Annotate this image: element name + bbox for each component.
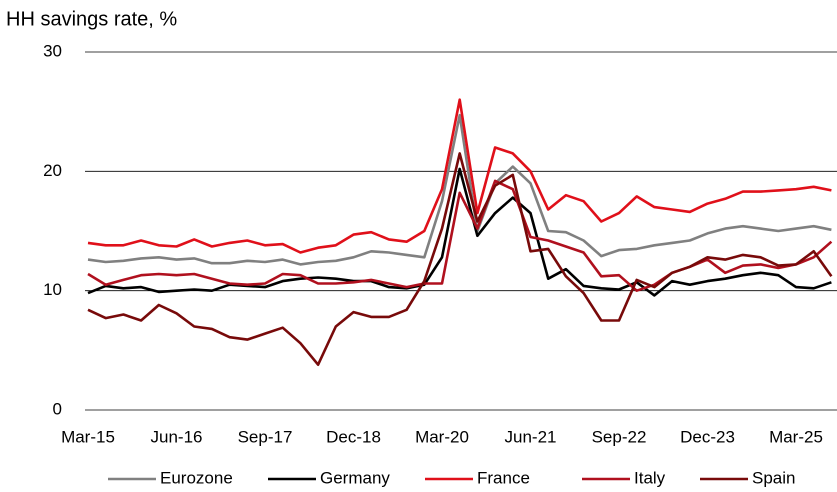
legend-label: France (477, 468, 530, 487)
x-tick-label: Dec-18 (326, 427, 381, 446)
y-tick-label: 20 (43, 161, 62, 180)
x-tick-label: Jun-21 (505, 427, 557, 446)
x-tick-label: Mar-20 (415, 427, 469, 446)
series-line (87, 152, 833, 366)
x-tick-label: Dec-23 (680, 427, 735, 446)
legend-label: Eurozone (160, 468, 233, 487)
legend-label: Spain (752, 468, 795, 487)
x-tick-label: Mar-15 (61, 427, 115, 446)
y-tick-label: 0 (53, 399, 62, 418)
series-line (87, 98, 832, 254)
x-tick-label: Mar-25 (769, 427, 823, 446)
series-line (87, 179, 833, 292)
legend-label: Italy (634, 468, 666, 487)
series-line (87, 113, 832, 266)
y-tick-label: 10 (43, 280, 62, 299)
x-tick-label: Sep-22 (592, 427, 647, 446)
y-tick-label: 30 (43, 41, 62, 60)
x-tick-label: Jun-16 (151, 427, 203, 446)
x-tick-label: Sep-17 (238, 427, 293, 446)
legend-label: Germany (320, 468, 390, 487)
series-line (87, 167, 832, 297)
chart-title: HH savings rate, % (6, 8, 177, 30)
